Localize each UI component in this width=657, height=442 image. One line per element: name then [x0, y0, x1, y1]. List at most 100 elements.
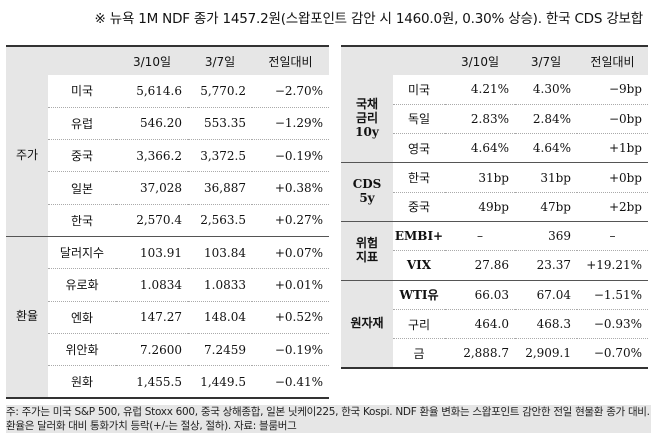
value-change: +0.52% [252, 301, 329, 334]
value-date2: 3,372.5 [188, 139, 252, 173]
row-name: 구리 [393, 309, 445, 340]
left-market-table: 3/10일 3/7일 전일대비 주가 미국 5,614.6 5,770.2 −2.70%… [6, 45, 329, 399]
left-header-change: 전일대비 [252, 45, 329, 75]
value-change: −2.70% [252, 75, 329, 108]
table-row: CDS 5y 한국 31bp 31bp +0bp [341, 162, 648, 222]
value-date2: 23.37 [515, 250, 577, 281]
value-date1: 2,570.4 [116, 204, 188, 237]
value-change: −0.41% [252, 365, 329, 399]
category-label: 위험 지표 [341, 221, 393, 281]
row-name: 중국 [48, 139, 116, 173]
value-date2: 47bp [515, 192, 577, 222]
value-date1: 31bp [445, 162, 515, 193]
value-change: −0.19% [252, 333, 329, 367]
right-table-header: 3/10일 3/7일 전일대비 [341, 45, 648, 75]
table-row: 한국 2,570.4 2,563.5 +0.27% [6, 204, 329, 237]
table-row: 환율 달러지수 103.91 103.84 +0.07% [6, 236, 329, 399]
table-row: 영국 4.64% 4.64% +1bp [341, 133, 648, 164]
value-date1: 2,888.7 [445, 338, 515, 369]
value-change: −0bp [577, 104, 648, 135]
value-change: +1bp [577, 133, 648, 164]
value-change: −0.19% [252, 139, 329, 173]
value-change: −0.93% [577, 309, 648, 340]
value-date1: 546.20 [116, 107, 188, 141]
row-name: 금 [393, 338, 445, 369]
value-date1: 1.0834 [116, 268, 188, 302]
value-date1: 37,028 [116, 171, 188, 205]
category-label: 국채 금리 10y [341, 75, 393, 164]
table-row: 구리 464.0 468.3 −0.93% [341, 309, 648, 340]
table-row: 위안화 7.2600 7.2459 −0.19% [6, 333, 329, 367]
value-change: +0.27% [252, 204, 329, 237]
value-date2: 148.04 [188, 301, 252, 334]
value-date1: 7.2600 [116, 333, 188, 367]
row-name: WTI유 [393, 280, 445, 310]
value-date1: 1,455.5 [116, 365, 188, 399]
footnote: 주: 주가는 미국 S&P 500, 유럽 Stoxx 600, 중국 상해종합… [6, 405, 651, 433]
value-date2: 4.64% [515, 133, 577, 164]
value-date1: 103.91 [116, 236, 188, 270]
right-market-table: 3/10일 3/7일 전일대비 국채 금리 10y 미국 4.21% 4.30% −9b… [341, 45, 648, 369]
value-date2: 36,887 [188, 171, 252, 205]
right-header-change: 전일대비 [577, 45, 648, 75]
left-header-date2: 3/7일 [188, 45, 252, 75]
row-name: 위안화 [48, 333, 116, 367]
table-row: 엔화 147.27 148.04 +0.52% [6, 301, 329, 334]
row-name: 한국 [48, 204, 116, 237]
right-header-date1: 3/10일 [445, 45, 515, 75]
row-name: 원화 [48, 365, 116, 399]
value-date2: 31bp [515, 162, 577, 193]
row-name: 독일 [393, 104, 445, 135]
table-row: 중국 49bp 47bp +2bp [341, 192, 648, 222]
row-name: 유로화 [48, 268, 116, 302]
row-name: VIX [393, 250, 445, 281]
table-row: 위험 지표 EMBI+ –369– [341, 221, 648, 281]
value-date2: 4.30% [515, 75, 577, 105]
value-date2: 2,563.5 [188, 204, 252, 237]
headline: ※ 뉴욕 1M NDF 종가 1457.2원(스왑포인트 감안 시 1460.0… [94, 11, 644, 27]
value-change: +0.01% [252, 268, 329, 302]
value-date2: 2,909.1 [515, 338, 577, 369]
right-header-date2: 3/7일 [515, 45, 577, 75]
value-date2: 7.2459 [188, 333, 252, 367]
category-label: 주가 [6, 75, 48, 237]
table-row: 유럽 546.20 553.35 −1.29% [6, 107, 329, 141]
value-date1: – [445, 221, 515, 252]
row-name: 한국 [393, 162, 445, 193]
value-change: +0.38% [252, 171, 329, 205]
value-date2: 1,449.5 [188, 365, 252, 399]
row-name: 미국 [393, 75, 445, 105]
table-row: VIX 27.86 23.37 +19.21% [341, 250, 648, 281]
row-name: 유럽 [48, 107, 116, 141]
category-label: 환율 [6, 236, 48, 399]
row-name: 중국 [393, 192, 445, 222]
row-name: 미국 [48, 75, 116, 108]
table-row: 주가 미국 5,614.6 5,770.2 −2.70% [6, 75, 329, 237]
table-row: 원화 1,455.5 1,449.5 −0.41% [6, 365, 329, 399]
category-label: CDS 5y [341, 162, 393, 222]
table-row: 일본 37,028 36,887 +0.38% [6, 171, 329, 205]
value-change: +2bp [577, 192, 648, 222]
table-row: 원자재 WTI유 66.03 67.04 −1.51% [341, 280, 648, 369]
value-date1: 4.21% [445, 75, 515, 105]
left-table-header: 3/10일 3/7일 전일대비 [6, 45, 329, 75]
left-header-date1: 3/10일 [116, 45, 188, 75]
value-date1: 66.03 [445, 280, 515, 310]
value-change: −1.29% [252, 107, 329, 141]
row-name: 달러지수 [48, 236, 116, 270]
row-name: 일본 [48, 171, 116, 205]
value-date1: 4.64% [445, 133, 515, 164]
value-date2: 1.0833 [188, 268, 252, 302]
value-change: −9bp [577, 75, 648, 105]
value-date1: 27.86 [445, 250, 515, 281]
value-change: +19.21% [577, 250, 648, 281]
table-row: 금 2,888.7 2,909.1 −0.70% [341, 338, 648, 369]
table-row: 국채 금리 10y 미국 4.21% 4.30% −9bp [341, 75, 648, 164]
value-date2: 2.84% [515, 104, 577, 135]
value-change: +0bp [577, 162, 648, 193]
value-date1: 147.27 [116, 301, 188, 334]
row-name: 영국 [393, 133, 445, 164]
category-label: 원자재 [341, 280, 393, 369]
value-change: −1.51% [577, 280, 648, 310]
value-date2: 103.84 [188, 236, 252, 270]
